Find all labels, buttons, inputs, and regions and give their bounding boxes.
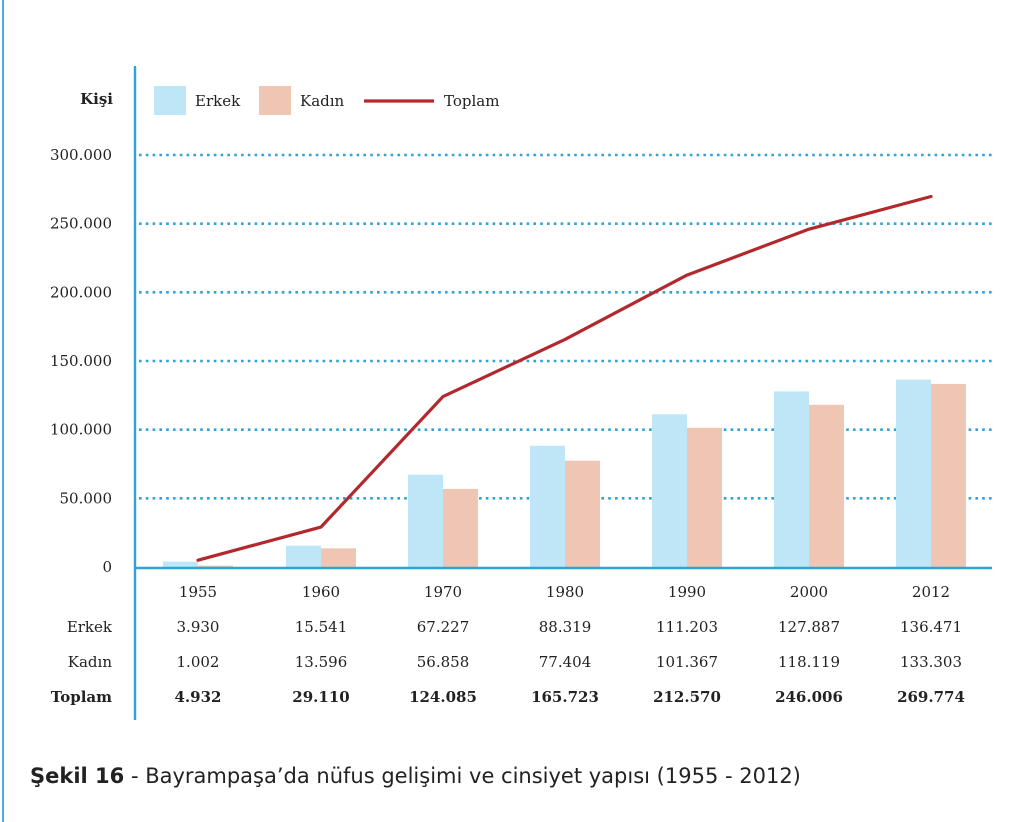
caption-label: Şekil 16 (30, 764, 125, 788)
table-cell: 133.303 (900, 653, 962, 671)
table-cell: 1.002 (177, 653, 220, 671)
table-cell: 127.887 (778, 618, 840, 636)
x-tick-label: 1990 (668, 583, 706, 601)
table-cell: 56.858 (417, 653, 470, 671)
x-tick-label: 1960 (302, 583, 340, 601)
legend-swatch-erkek (154, 86, 186, 115)
legend: Erkek Kadın Toplam (154, 86, 499, 115)
bars (163, 379, 966, 567)
table-cell: 212.570 (653, 688, 721, 706)
bar-erkek-1960 (286, 545, 321, 567)
table-cell: 13.596 (295, 653, 348, 671)
bar-kadin-1955 (198, 565, 233, 567)
bar-kadin-2012 (931, 383, 966, 567)
y-tick-label: 150.000 (50, 352, 112, 370)
gridlines (139, 153, 992, 500)
series-line-toplam (196, 194, 933, 562)
bar-kadin-1960 (321, 548, 356, 567)
table-cell: 124.085 (409, 688, 477, 706)
bar-erkek-2000 (774, 391, 809, 567)
bar-erkek-1990 (652, 414, 687, 567)
y-tick-label: 0 (102, 558, 112, 576)
y-axis-label: Kişi (80, 90, 113, 108)
bar-kadin-1990 (687, 427, 722, 567)
total-line (196, 194, 933, 562)
bar-erkek-1955 (163, 561, 198, 567)
legend-label-kadin: Kadın (300, 92, 345, 110)
table-cell: 88.319 (539, 618, 592, 636)
table-row-label: Erkek (67, 618, 113, 636)
bar-kadin-1980 (565, 460, 600, 567)
x-tick-labels: 1955 1960 1970 1980 1990 2000 2012 (179, 583, 950, 601)
table-cell: 246.006 (775, 688, 843, 706)
table-cell: 3.930 (177, 618, 220, 636)
table-cell: 15.541 (295, 618, 348, 636)
page-edge-rule (2, 0, 4, 822)
y-tick-label: 50.000 (60, 489, 113, 507)
x-tick-label: 1980 (546, 583, 584, 601)
table-cell: 29.110 (292, 688, 349, 706)
bar-erkek-2012 (896, 379, 931, 567)
y-tick-label: 250.000 (50, 215, 112, 233)
x-tick-label: 2000 (790, 583, 828, 601)
x-tick-label: 2012 (912, 583, 950, 601)
table-cell: 269.774 (897, 688, 965, 706)
legend-swatch-kadin (259, 86, 291, 115)
table-cell: 77.404 (539, 653, 592, 671)
legend-label-erkek: Erkek (195, 92, 241, 110)
data-table: Erkek 3.930 15.541 67.227 88.319 111.203 127.8… (51, 618, 965, 706)
caption-text: - Bayrampaşa’da nüfus gelişimi ve cinsiy… (124, 764, 801, 788)
x-tick-label: 1955 (179, 583, 217, 601)
table-row-label: Kadın (68, 653, 113, 671)
y-tick-label: 200.000 (50, 283, 112, 301)
legend-label-toplam: Toplam (444, 92, 499, 110)
x-tick-label: 1970 (424, 583, 462, 601)
bar-kadin-1970 (443, 488, 478, 567)
bar-erkek-1970 (408, 474, 443, 567)
table-cell: 101.367 (656, 653, 718, 671)
table-row-label: Toplam (51, 688, 112, 706)
y-tick-label: 100.000 (50, 421, 112, 439)
y-tick-label: 300.000 (50, 146, 112, 164)
bar-kadin-2000 (809, 404, 844, 567)
table-cell: 67.227 (417, 618, 470, 636)
table-cell: 136.471 (900, 618, 962, 636)
table-cell: 118.119 (778, 653, 840, 671)
table-cell: 4.932 (175, 688, 222, 706)
table-cell: 165.723 (531, 688, 599, 706)
figure-caption: Şekil 16 - Bayrampaşa’da nüfus gelişimi … (30, 764, 801, 788)
axes (133, 66, 992, 720)
bar-erkek-1980 (530, 445, 565, 567)
table-cell: 111.203 (656, 618, 718, 636)
y-tick-labels: 0 50.000 100.000 150.000 200.000 250.000 300.0… (50, 146, 112, 576)
